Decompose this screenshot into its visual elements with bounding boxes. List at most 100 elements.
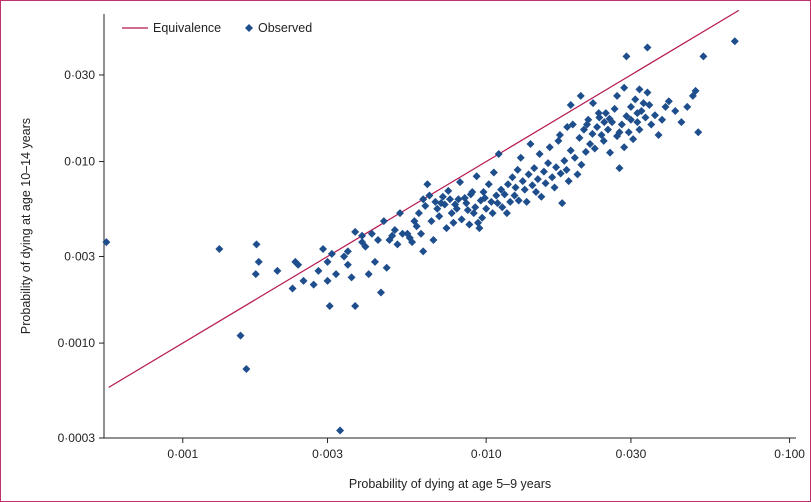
observed-point — [373, 235, 382, 244]
observed-point — [382, 263, 391, 272]
observed-point — [351, 227, 360, 236]
observed-point — [658, 115, 667, 124]
legend: Equivalence Observed — [122, 21, 312, 35]
observed-point — [309, 280, 318, 289]
observed-point — [545, 143, 554, 152]
observed-point — [508, 173, 517, 182]
observed-point — [624, 128, 633, 137]
observed-point — [622, 112, 631, 121]
observed-point — [370, 257, 379, 266]
observed-point — [488, 209, 497, 218]
observed-point — [647, 120, 656, 129]
observed-point — [332, 270, 341, 279]
observed-point — [590, 144, 599, 153]
observed-point — [635, 125, 644, 134]
observed-point — [472, 172, 481, 181]
observed-point — [620, 143, 629, 152]
observed-point — [503, 180, 512, 189]
observed-point — [560, 156, 569, 165]
observed-point — [593, 123, 602, 132]
observed-point — [613, 91, 622, 100]
observed-point — [558, 199, 567, 208]
observed-point — [498, 203, 507, 212]
observed-point — [440, 200, 449, 209]
observed-point — [541, 179, 550, 188]
x-tick-label: 0·010 — [471, 447, 502, 461]
observed-point — [347, 273, 356, 282]
observed-point — [433, 204, 442, 213]
observed-point — [579, 125, 588, 134]
observed-point — [643, 88, 652, 97]
observed-point — [471, 203, 480, 212]
observed-point — [514, 196, 523, 205]
observed-point — [562, 165, 571, 174]
observed-point — [626, 115, 635, 124]
observed-point — [631, 95, 640, 104]
observed-point — [393, 240, 402, 249]
observed-point — [465, 220, 474, 229]
observed-point — [215, 244, 224, 253]
observed-point — [664, 97, 673, 106]
axis-ticks: 0·001 0·003 0·010 0·030 0·100 0·0003 0·0010 0·0… — [58, 68, 806, 461]
observed-point — [251, 270, 260, 279]
observed-point — [299, 276, 308, 285]
observed-point — [408, 238, 417, 247]
observed-point — [493, 199, 502, 208]
observed-point — [597, 131, 606, 140]
observed-point — [398, 229, 407, 238]
observed-point — [603, 125, 612, 134]
observed-point — [730, 37, 739, 46]
observed-point — [615, 164, 624, 173]
observed-point — [554, 136, 563, 145]
observed-point — [633, 109, 642, 118]
observed-point — [500, 190, 509, 199]
observed-point — [288, 284, 297, 293]
observed-point — [617, 120, 626, 129]
observed-point — [242, 364, 251, 373]
observed-point — [643, 43, 652, 52]
observed-point — [594, 109, 603, 118]
observed-point — [570, 153, 579, 162]
observed-point — [516, 153, 525, 162]
observed-point — [475, 224, 484, 233]
observed-point — [478, 213, 487, 222]
observed-point — [575, 133, 584, 142]
observed-point — [566, 146, 575, 155]
observed-point — [620, 83, 629, 92]
observed-point — [376, 288, 385, 297]
observed-point — [506, 197, 515, 206]
observed-point — [336, 426, 345, 435]
legend-diamond-swatch — [245, 24, 253, 32]
observed-point — [552, 163, 561, 172]
observed-point — [510, 191, 519, 200]
observed-point — [601, 109, 610, 118]
observed-point — [513, 165, 522, 174]
x-axis-title: Probability of dying at age 5–9 years — [349, 477, 551, 491]
observed-point — [563, 123, 572, 132]
observed-point — [323, 257, 332, 266]
x-tick-label: 0·100 — [774, 447, 805, 461]
axes — [103, 14, 796, 439]
observed-point — [650, 111, 659, 120]
legend-label: Observed — [258, 21, 312, 35]
observed-point — [468, 187, 477, 196]
observed-point — [351, 302, 360, 311]
observed-point — [564, 177, 573, 186]
observed-point — [577, 160, 586, 169]
observed-point — [629, 135, 638, 144]
observed-point — [589, 99, 598, 108]
observed-point — [555, 131, 564, 140]
observed-point — [494, 150, 503, 159]
observed-point — [438, 192, 447, 201]
observed-point — [520, 185, 529, 194]
observed-point — [449, 218, 458, 227]
observed-point — [469, 209, 478, 218]
observed-point — [568, 120, 577, 129]
observed-point — [454, 195, 463, 204]
observed-point — [340, 252, 349, 261]
observed-point — [573, 170, 582, 179]
observed-point — [294, 260, 303, 269]
observed-point — [343, 260, 352, 269]
observed-point — [379, 217, 388, 226]
